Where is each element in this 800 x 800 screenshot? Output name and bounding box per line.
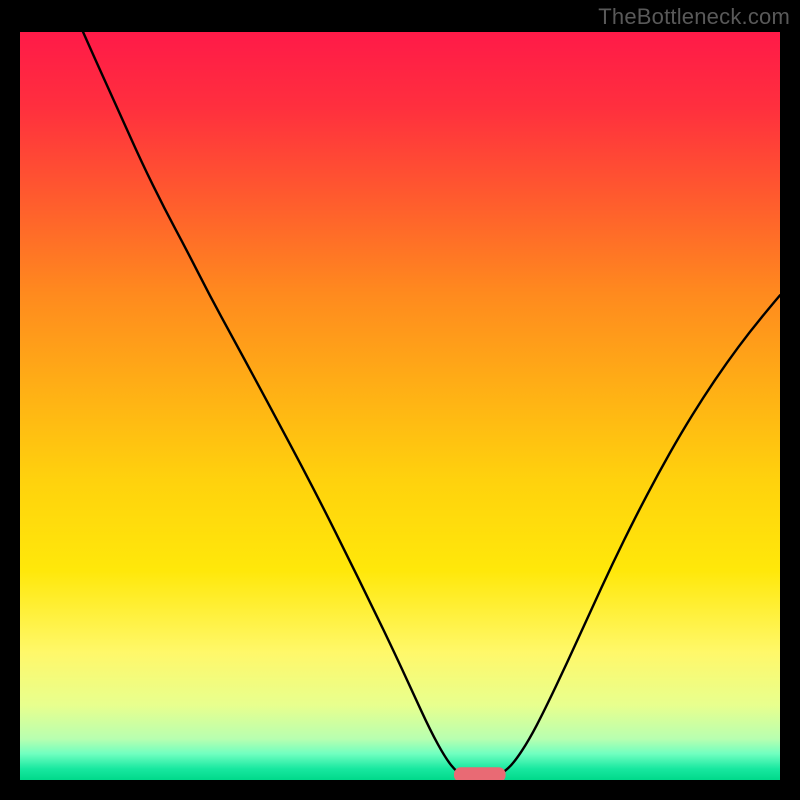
watermark-text: TheBottleneck.com [598, 4, 790, 30]
optimum-marker [20, 32, 780, 780]
bottleneck-chart [20, 32, 780, 780]
